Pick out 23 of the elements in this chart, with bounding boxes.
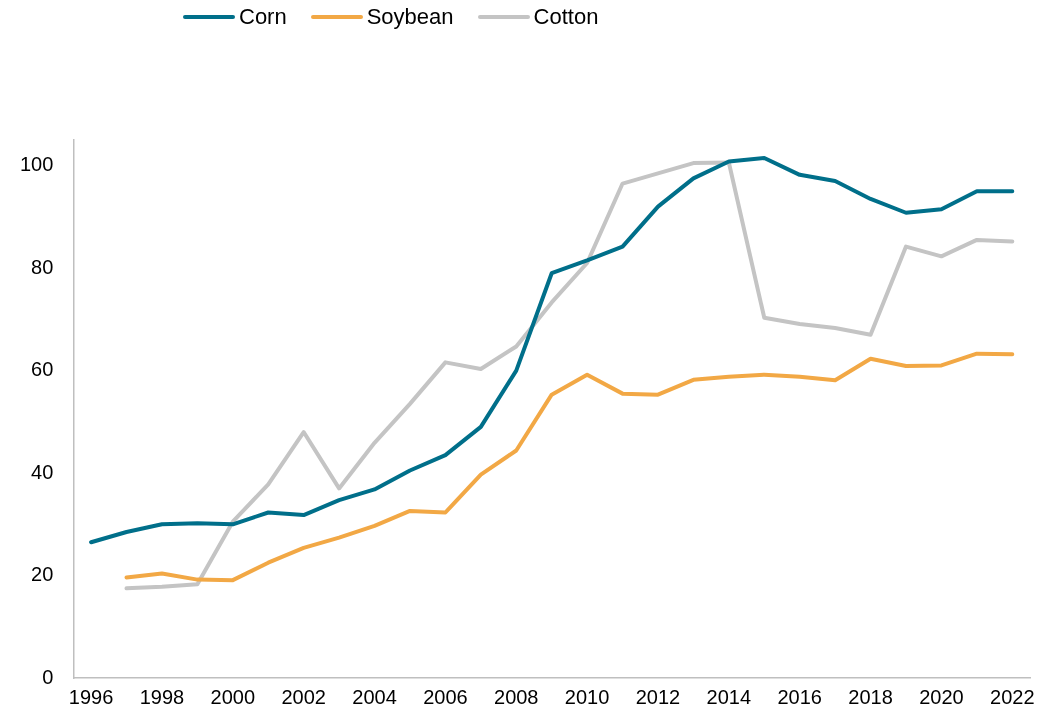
x-tick-label: 2020 — [919, 685, 964, 708]
y-tick-label: 60 — [31, 358, 54, 381]
legend-label: Corn — [239, 4, 287, 30]
x-tick-label: 2006 — [423, 685, 468, 708]
y-tick-label: 40 — [31, 460, 54, 483]
x-tick-label: 2008 — [494, 685, 539, 708]
x-tick-label: 2018 — [848, 685, 893, 708]
legend-label: Soybean — [366, 4, 454, 30]
x-tick-label: 2022 — [990, 685, 1035, 708]
x-tick-label: 2004 — [352, 685, 397, 708]
x-tick-label: 2014 — [706, 685, 752, 708]
y-tick-label: 0 — [42, 665, 54, 688]
legend-label: Cotton — [533, 4, 599, 30]
y-tick-label: 20 — [31, 563, 54, 586]
x-tick-label: 2012 — [635, 685, 681, 708]
x-tick-label: 1996 — [68, 685, 114, 708]
x-tick-label: 2010 — [564, 685, 610, 708]
x-tick-label: 2016 — [777, 685, 822, 708]
x-tick-label: 2000 — [210, 685, 256, 708]
x-tick-label: 1998 — [139, 685, 185, 708]
x-tick-label: 2002 — [281, 685, 326, 708]
y-tick-label: 80 — [31, 255, 54, 278]
y-tick-label: 100 — [19, 153, 54, 176]
